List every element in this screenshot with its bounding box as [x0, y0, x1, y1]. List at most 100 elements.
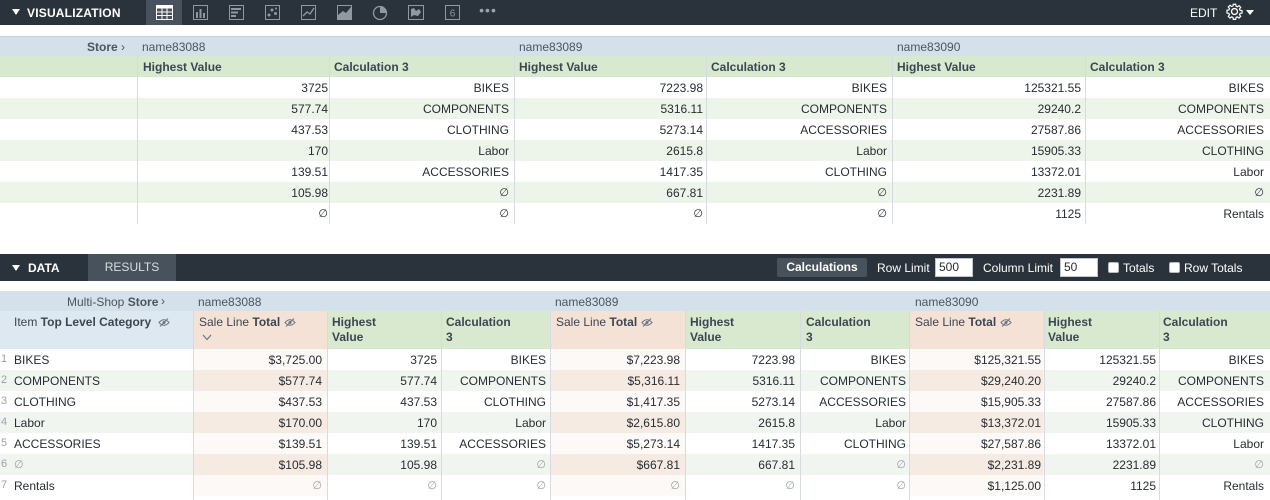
column-header: Highest Value — [143, 60, 222, 74]
table-cell: CLOTHING — [824, 165, 887, 179]
collapse-data-icon[interactable] — [12, 265, 20, 271]
measure-column-band — [910, 391, 1043, 412]
visualization-table-row: 170 Labor 2615.8 Labor 15905.33 CLOTHING — [0, 140, 1270, 161]
table-cell: $29,240.20 — [980, 374, 1041, 388]
measure-column-band — [194, 370, 327, 391]
table-cell: $3,725.00 — [268, 353, 322, 367]
table-icon — [155, 5, 173, 20]
scatter-chart-icon — [264, 5, 280, 20]
table-cell: COMPONENTS — [459, 374, 546, 388]
hide-field-icon[interactable] — [641, 318, 653, 327]
pie-chart-tab[interactable] — [362, 0, 398, 25]
column-chart-icon — [228, 5, 244, 20]
table-cell: 7223.98 — [751, 353, 795, 367]
visualization-title[interactable]: VISUALIZATION — [27, 6, 121, 20]
table-cell: 7223.98 — [659, 81, 703, 95]
table-cell: $27,587.86 — [980, 437, 1041, 451]
null-value: ∅ — [312, 480, 322, 492]
totals-label: Totals — [1123, 261, 1155, 275]
table-cell: 105.98 — [291, 186, 328, 200]
data-table-row: 1 BIKES $3,725.00 3725 BIKES $7,223.98 7223.98… — [0, 349, 1270, 370]
table-cell: Rentals — [1223, 207, 1264, 221]
calculations-button[interactable]: Calculations — [777, 258, 867, 277]
visualization-bar: VISUALIZATION — [0, 0, 1270, 25]
calculation-header[interactable]: Highest Value — [1043, 311, 1158, 349]
dimension-cell: Rentals — [14, 479, 55, 493]
measure-header[interactable]: Sale Line Total — [910, 311, 1043, 349]
more-visualizations-tab[interactable]: ••• — [470, 0, 506, 25]
data-tab[interactable]: DATA — [28, 261, 60, 275]
table-cell: ACCESSORIES — [819, 395, 906, 409]
measure-column-band — [551, 433, 685, 454]
dimension-header[interactable]: Item Top Level Category — [0, 311, 194, 349]
table-cell: 170 — [416, 416, 437, 430]
single-value-tab[interactable]: 6 — [434, 0, 470, 25]
measure-header[interactable]: Sale Line Total — [551, 311, 685, 349]
hide-field-icon[interactable] — [284, 318, 296, 327]
measure-column-band — [551, 349, 685, 370]
column-divider — [514, 56, 515, 224]
map-icon — [408, 5, 424, 20]
table-cell: 29240.2 — [1037, 102, 1081, 116]
sort-descending-icon[interactable] — [202, 334, 212, 341]
chevron-down-icon — [1246, 10, 1254, 15]
visualization-table-row: ∅ ∅ ∅ ∅ 1125 Rentals — [0, 203, 1270, 224]
table-cell: 3725 — [410, 353, 437, 367]
map-tab[interactable] — [398, 0, 434, 25]
table-cell: BIKES — [510, 353, 546, 367]
table-cell: 2231.89 — [1112, 458, 1156, 472]
column-chart-tab[interactable] — [218, 0, 254, 25]
measure-column-band — [551, 454, 685, 475]
column-divider — [685, 311, 686, 500]
column-header: Calculation 3 — [1090, 60, 1165, 74]
table-cell: 27587.86 — [1105, 395, 1156, 409]
measure-header[interactable]: Sale Line Total — [194, 311, 327, 349]
null-value: ∅ — [499, 187, 509, 199]
hide-field-icon[interactable] — [158, 318, 171, 327]
column-divider — [800, 311, 801, 500]
visualization-table-row: 437.53 CLOTHING 5273.14 ACCESSORIES 27587.86… — [0, 119, 1270, 140]
column-divider — [193, 311, 194, 500]
area-chart-icon — [336, 5, 352, 20]
table-cell: $139.51 — [278, 437, 322, 451]
table-cell: 1417.35 — [751, 437, 795, 451]
totals-checkbox[interactable] — [1108, 262, 1119, 273]
table-cell: 5273.14 — [751, 395, 795, 409]
calculation-header[interactable]: Highest Value — [327, 311, 441, 349]
table-cell: $667.81 — [636, 458, 680, 472]
calculation-header[interactable]: Calculation 3 — [801, 311, 911, 349]
line-chart-tab[interactable] — [290, 0, 326, 25]
pivot-value: name83088 — [142, 40, 206, 54]
row-totals-checkbox[interactable] — [1169, 262, 1180, 273]
data-column-header: Item Top Level Category Sale Line Total H… — [0, 311, 1270, 349]
calculation-header[interactable]: Calculation 3 — [1158, 311, 1270, 349]
table-cell: COMPONENTS — [1177, 102, 1264, 116]
hide-field-icon[interactable] — [1000, 318, 1012, 327]
table-cell: 1417.35 — [659, 165, 703, 179]
collapse-visualization-icon[interactable] — [12, 9, 20, 15]
table-cell: $7,223.98 — [626, 353, 680, 367]
calculation-header[interactable]: Highest Value — [685, 311, 801, 349]
dimension-cell: CLOTHING — [14, 395, 77, 409]
area-chart-tab[interactable] — [326, 0, 362, 25]
table-cell: CLOTHING — [483, 395, 546, 409]
column-divider — [329, 56, 330, 224]
table-cell: 2615.8 — [666, 144, 703, 158]
scatter-chart-tab[interactable] — [254, 0, 290, 25]
column-limit-input[interactable]: 50 — [1060, 258, 1098, 277]
edit-button[interactable]: EDIT — [1190, 6, 1218, 20]
data-table-row: 7 Rentals ∅ ∅ ∅ ∅ ∅ ∅ $1,125.00 1125 Rentals — [0, 475, 1270, 496]
pivot-value: name83088 — [198, 295, 262, 309]
column-limit-label: Column Limit — [983, 261, 1054, 275]
visualization-table-row: 139.51 ACCESSORIES 1417.35 CLOTHING 13372.01… — [0, 161, 1270, 182]
results-tab[interactable]: RESULTS — [88, 254, 176, 281]
row-number: 3 — [1, 395, 8, 407]
table-tab[interactable] — [146, 0, 182, 25]
settings-menu[interactable] — [1226, 3, 1254, 20]
table-cell: BIKES — [870, 353, 906, 367]
bar-chart-tab[interactable] — [182, 0, 218, 25]
calculation-header[interactable]: Calculation 3 — [441, 311, 551, 349]
row-number: 6 — [1, 458, 8, 470]
row-limit-input[interactable]: 500 — [935, 258, 973, 277]
row-number: 7 — [1, 479, 8, 491]
